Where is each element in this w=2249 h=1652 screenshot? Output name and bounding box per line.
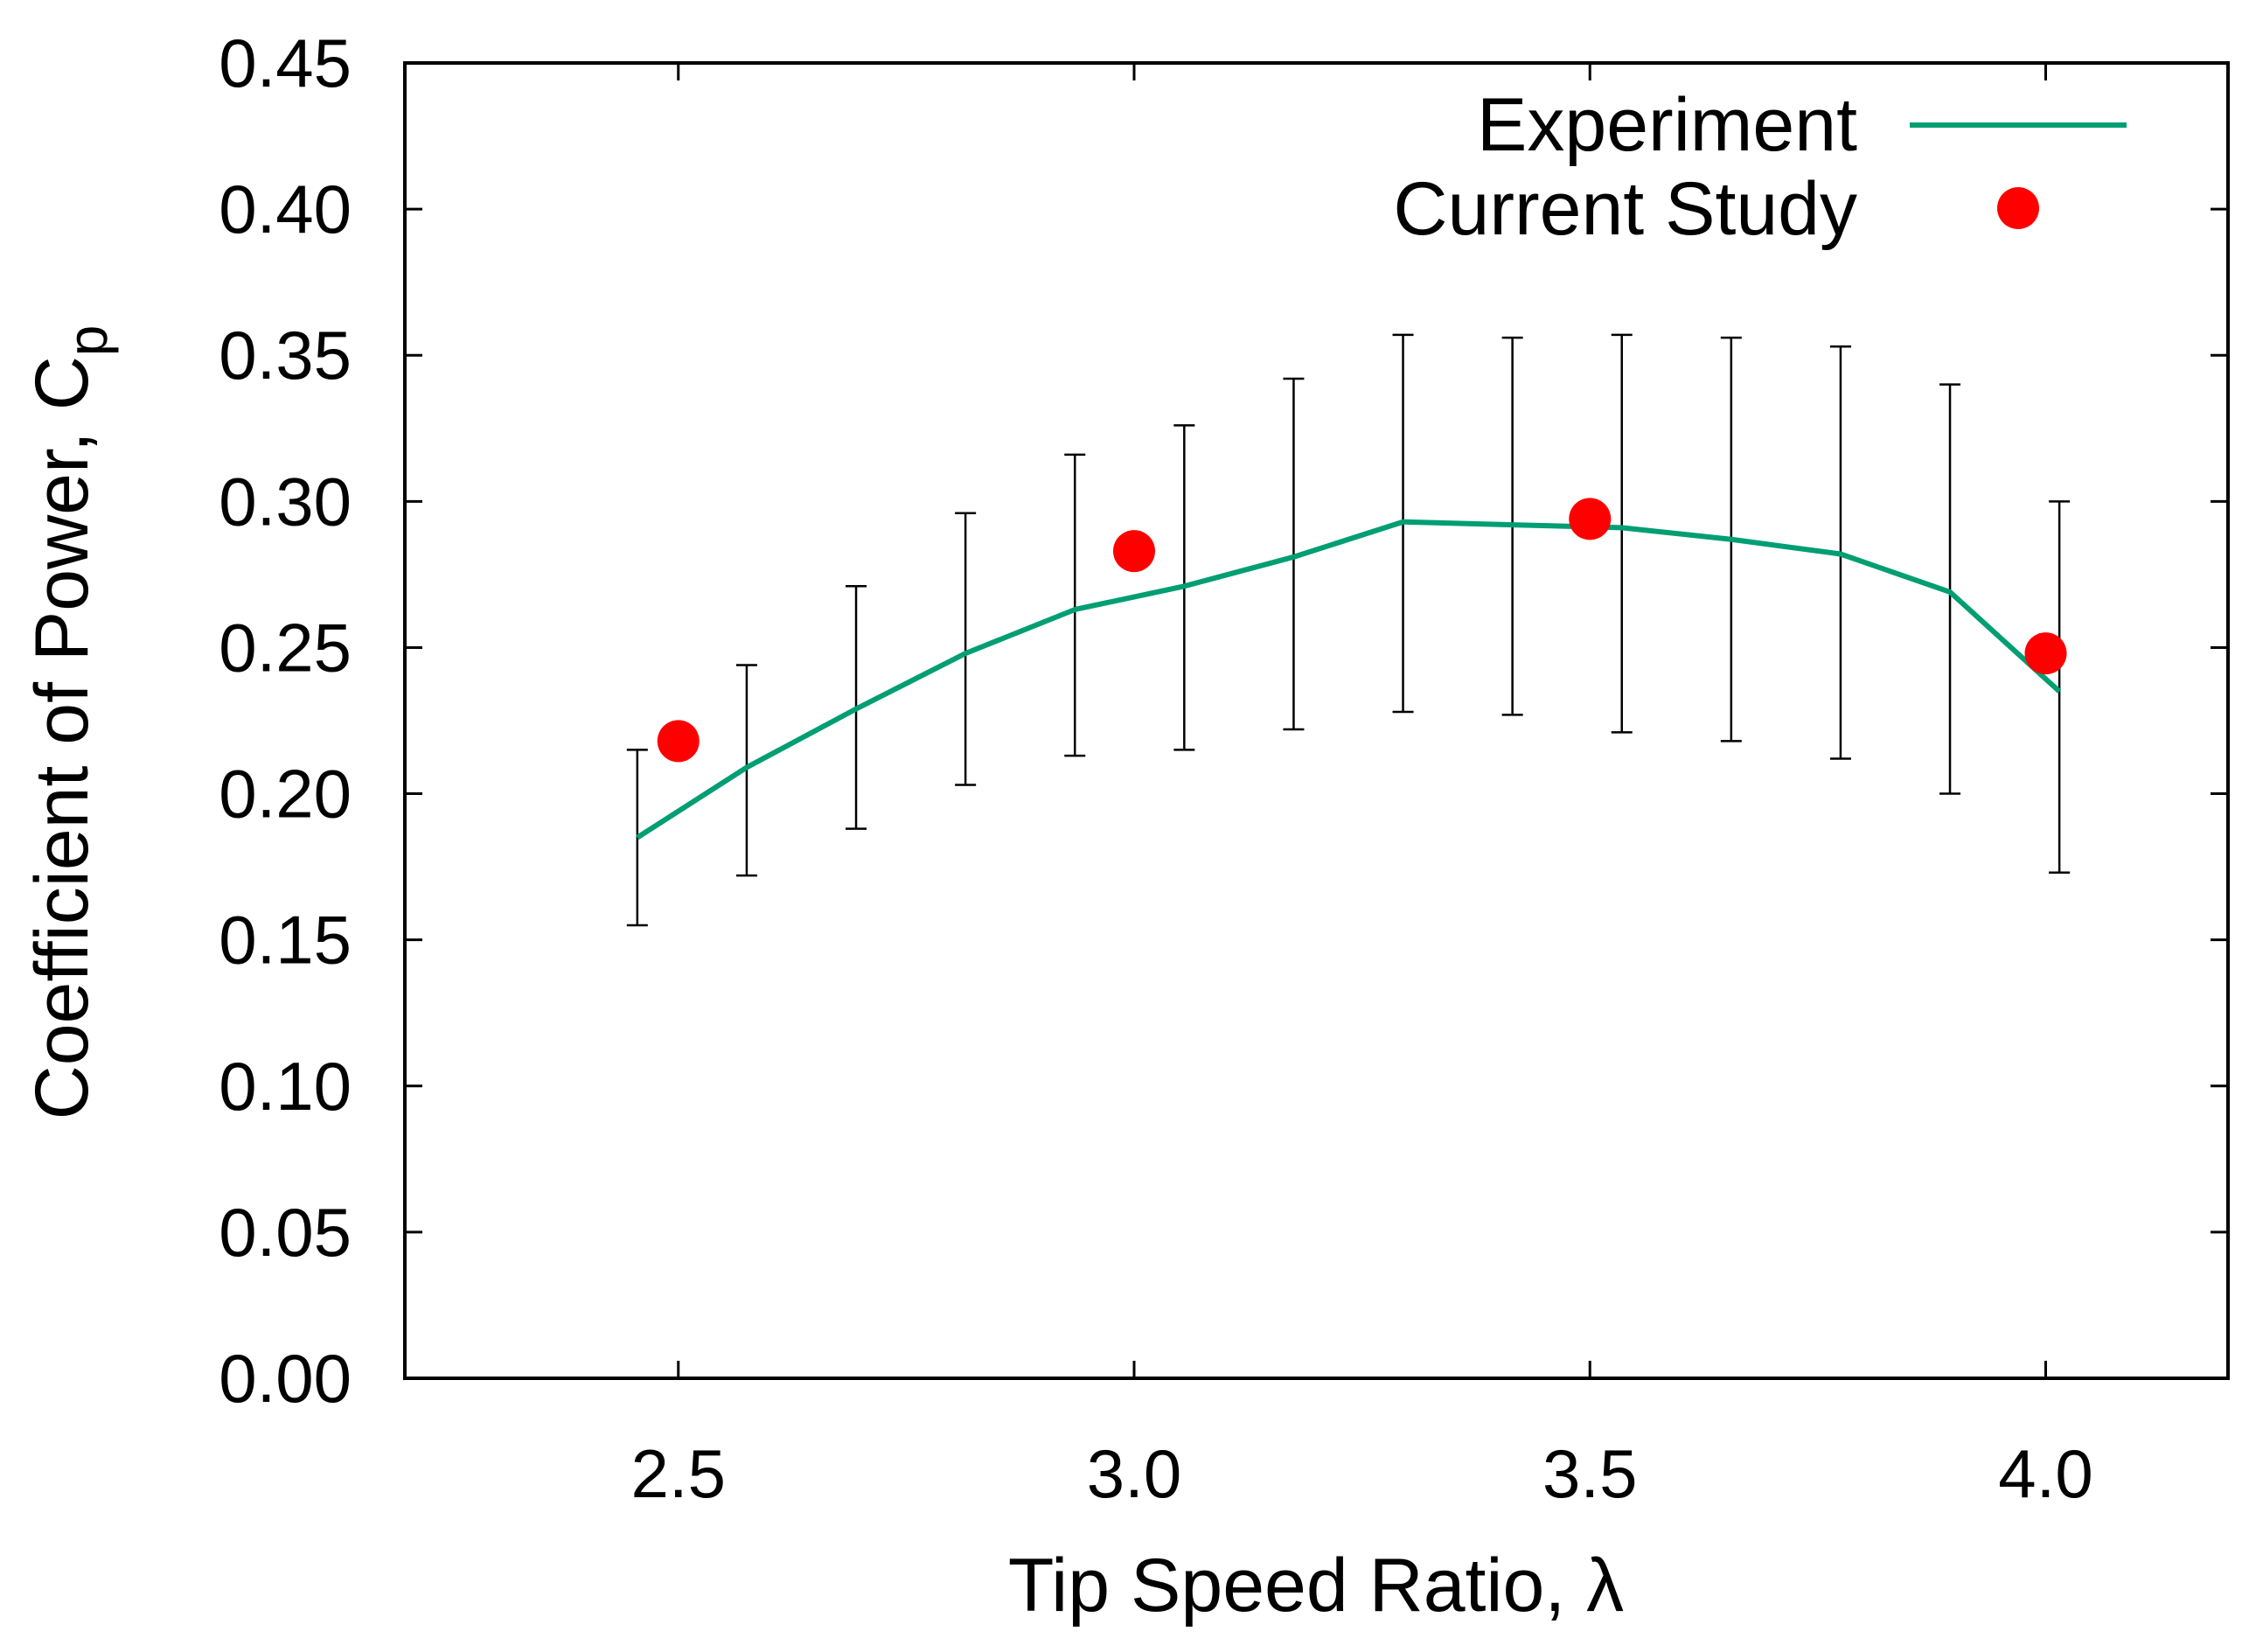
experiment-line — [636, 519, 2062, 840]
x-tick-label: 2.5 — [631, 1435, 726, 1512]
x-tick-label: 4.0 — [1998, 1435, 2092, 1512]
y-tick-label: 0.15 — [219, 902, 352, 979]
error-bar — [2049, 500, 2071, 875]
y-tick-label: 0.20 — [219, 756, 352, 833]
legend-label-experiment: Experiment — [1477, 83, 1857, 167]
y-tick-label: 0.40 — [219, 171, 352, 247]
error-bars — [626, 333, 2071, 927]
y-axis-label-subscript: p — [56, 325, 119, 357]
current-study-series — [657, 498, 2067, 763]
y-tick-label: 0.30 — [219, 463, 352, 540]
x-tick-label: 3.0 — [1087, 1435, 1181, 1512]
current-study-point — [1113, 530, 1155, 573]
x-axis-label: Tip Speed Ratio, λ — [1008, 1544, 1624, 1628]
y-tick-label: 0.00 — [219, 1340, 352, 1417]
current-study-point — [657, 720, 700, 763]
y-tick-label: 0.05 — [219, 1194, 352, 1271]
error-bar — [1939, 383, 1961, 795]
y-tick-label: 0.25 — [219, 609, 352, 686]
current-study-point — [1569, 498, 1612, 540]
legend-label-current-study: Current Study — [1393, 167, 1857, 251]
experiment-series — [636, 519, 2062, 840]
error-bar — [1064, 453, 1086, 757]
error-bar — [1611, 333, 1633, 734]
y-axis-label-main: Coefficient of Power, C — [20, 356, 104, 1119]
legend-swatch-current-study — [1997, 187, 2039, 229]
x-tick-label: 3.5 — [1542, 1435, 1637, 1512]
error-bar — [955, 512, 977, 786]
y-tick-label: 0.10 — [219, 1048, 352, 1125]
current-study-point — [2024, 632, 2067, 675]
x-axis: 2.5 3.0 3.5 4.0 — [631, 63, 2093, 1512]
legend: Experiment Current Study — [1393, 83, 2127, 251]
y-axis-label: Coefficient of Power, Cp — [20, 325, 119, 1120]
y-axis: 0.00 0.05 0.10 0.15 0.20 0.25 0.30 0.35 0.40 0.45 — [219, 24, 2228, 1417]
error-bar — [1283, 377, 1305, 731]
y-tick-label: 0.45 — [219, 24, 352, 101]
plot-frame — [403, 61, 2230, 1380]
y-tick-label: 0.35 — [219, 317, 352, 394]
